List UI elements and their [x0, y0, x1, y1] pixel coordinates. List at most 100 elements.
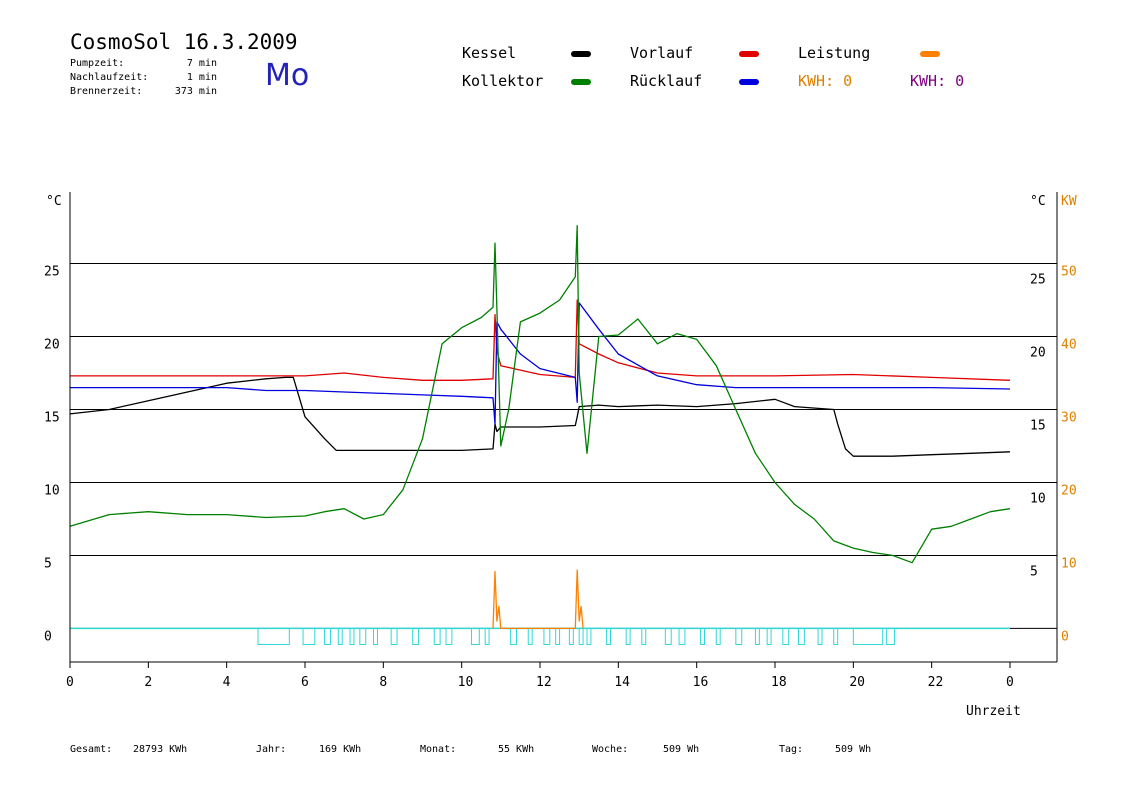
- y-right-temp-unit: °C: [1030, 194, 1046, 209]
- pump-segment: [798, 627, 805, 645]
- y-left-unit: °C: [46, 194, 62, 209]
- footer-gesamt-label: Gesamt:: [70, 744, 113, 755]
- pump-segment: [337, 627, 343, 645]
- pump-activity-bars: [70, 627, 1010, 645]
- pump-segment: [257, 627, 290, 645]
- y-right-temp-tick-label: 5: [1030, 564, 1038, 579]
- stat-value-brennerzeit: 373 min: [174, 86, 217, 97]
- x-tick-label: 0: [66, 675, 74, 690]
- footer-jahr-label: Jahr:: [256, 744, 287, 755]
- pump-segment: [606, 627, 611, 645]
- y-right-power-tick-label: 40: [1061, 338, 1077, 353]
- y-left-tick-label: 0: [44, 629, 52, 644]
- stat-label-nachlaufzeit: Nachlaufzeit:: [70, 72, 149, 83]
- pump-segment: [766, 627, 772, 645]
- footer-woche-label: Woche:: [592, 744, 629, 755]
- x-tick-label: 22: [928, 675, 944, 690]
- pump-segment: [641, 627, 647, 645]
- y-left-tick-label: 10: [44, 483, 60, 498]
- x-tick-label: 12: [536, 675, 552, 690]
- series-rcklauf-line: [70, 302, 1011, 425]
- pump-segment: [510, 627, 517, 645]
- x-tick-label: 10: [458, 675, 474, 690]
- legend-vorlauf-label: Vorlauf: [630, 44, 694, 62]
- chart-series: [69, 224, 1011, 630]
- pump-segment: [324, 627, 331, 645]
- footer-jahr-value: 169 KWh: [319, 744, 362, 755]
- x-tick-label: 6: [301, 675, 309, 690]
- y-left-tick-label: 5: [44, 556, 52, 571]
- x-tick-label: 4: [223, 675, 231, 690]
- pump-segment: [852, 627, 884, 645]
- series-kollektor-line: [69, 224, 1011, 564]
- y-right-power-tick-label: 0: [1061, 629, 1069, 644]
- pump-segment: [782, 627, 790, 645]
- pump-segment: [390, 627, 398, 645]
- y-right-power-tick-label: 30: [1061, 410, 1077, 425]
- legend-ruecklauf-swatch: [739, 79, 759, 85]
- series-vorlauf-line: [70, 299, 1011, 381]
- y-left-tick-label: 20: [44, 338, 60, 353]
- chart-tick-labels: 0 2 4 6 8 10 12 14 16 18 20 22 0 Uhrzeit 0 5 10 15 20 25 °C 5…: [44, 194, 1077, 719]
- legend-leistung-label: Leistung: [798, 44, 871, 62]
- footer-tag-label: Tag:: [779, 744, 804, 755]
- series-kessel-line: [69, 376, 1011, 457]
- pump-segment: [445, 627, 453, 645]
- pump-segment: [578, 627, 584, 645]
- y-left-tick-label: 25: [44, 265, 60, 280]
- pump-segment: [833, 627, 839, 645]
- legend-kessel-label: Kessel: [462, 44, 517, 62]
- pump-segment: [715, 627, 721, 645]
- stat-value-nachlaufzeit: 1 min: [186, 72, 217, 83]
- pump-segment: [886, 627, 895, 645]
- pump-segment: [664, 627, 672, 645]
- x-tick-label: 8: [379, 675, 387, 690]
- y-right-temp-tick-label: 25: [1030, 273, 1046, 288]
- pump-segment: [302, 627, 316, 645]
- pump-segment: [700, 627, 705, 645]
- legend-kollektor-swatch: [571, 79, 591, 85]
- pump-segment: [527, 627, 533, 645]
- y-right-power-tick-label: 10: [1061, 556, 1077, 571]
- legend-leistung-swatch: [920, 51, 940, 57]
- pump-segment: [470, 627, 480, 645]
- pump-segment: [568, 627, 574, 645]
- grid-lines: [70, 263, 1057, 629]
- legend-kwh-orange: KWH: 0: [798, 72, 853, 90]
- pump-segment: [359, 627, 367, 645]
- pump-segment: [735, 627, 743, 645]
- pump-segment: [678, 627, 686, 645]
- page-title: CosmoSol 16.3.2009: [70, 30, 298, 54]
- footer-gesamt-value: 28793 KWh: [133, 744, 188, 755]
- footer-monat-value: 55 KWh: [498, 744, 535, 755]
- x-tick-label: 2: [144, 675, 152, 690]
- x-tick-label: 14: [614, 675, 630, 690]
- x-tick-label: 16: [693, 675, 709, 690]
- y-right-temp-tick-label: 10: [1030, 491, 1046, 506]
- pump-segment: [625, 627, 631, 645]
- footer-woche-value: 509 Wh: [663, 744, 700, 755]
- pump-segment: [754, 627, 760, 645]
- series-leistung-line: [492, 569, 584, 630]
- legend-vorlauf-swatch: [739, 51, 759, 57]
- chart-axes: [69, 192, 1058, 668]
- pump-segment: [412, 627, 420, 645]
- weekday-label: Mo: [265, 58, 310, 93]
- y-right-power-tick-label: 50: [1061, 265, 1077, 280]
- pump-segment: [543, 627, 551, 645]
- legend-kessel-swatch: [571, 51, 591, 57]
- pump-segment: [373, 627, 378, 645]
- y-right-temp-tick-label: 20: [1030, 346, 1046, 361]
- x-axis-label: Uhrzeit: [966, 704, 1021, 719]
- x-tick-label: 18: [771, 675, 787, 690]
- pump-segment: [349, 627, 355, 645]
- legend-ruecklauf-label: Rücklauf: [630, 72, 703, 90]
- legend-kollektor-label: Kollektor: [462, 72, 544, 90]
- pump-segment: [433, 627, 441, 645]
- pump-segment: [484, 627, 490, 645]
- stat-value-pumpzeit: 7 min: [186, 58, 217, 69]
- y-right-temp-tick-label: 15: [1030, 418, 1046, 433]
- x-tick-label: 20: [849, 675, 865, 690]
- y-right-power-tick-label: 20: [1061, 483, 1077, 498]
